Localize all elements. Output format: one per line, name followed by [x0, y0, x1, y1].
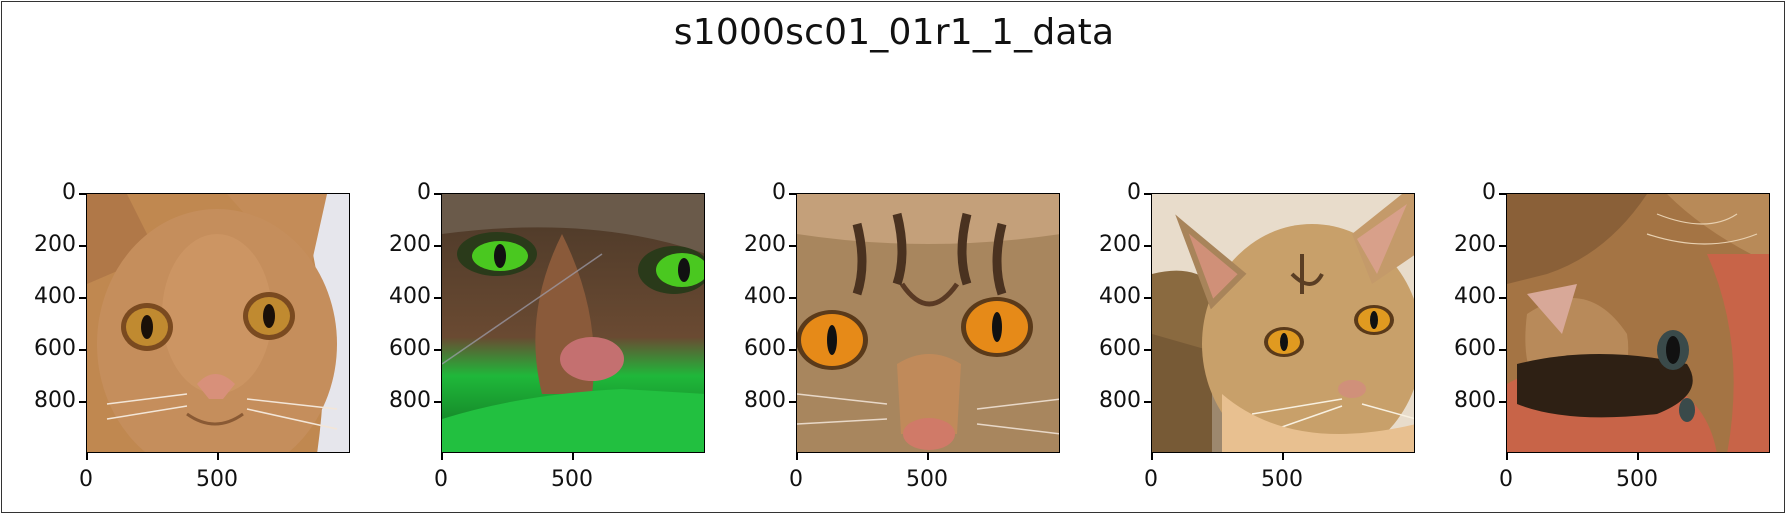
- x-tick-label: 500: [1616, 467, 1658, 492]
- cat-image-1: [87, 194, 349, 452]
- cat-image-3: [797, 194, 1059, 452]
- y-tick: [1499, 401, 1506, 403]
- y-tick: [434, 401, 441, 403]
- image-axes: [1151, 193, 1415, 453]
- y-tick: [789, 297, 796, 299]
- x-tick: [572, 453, 574, 460]
- y-tick: [79, 349, 86, 351]
- x-tick-label: 0: [1499, 467, 1513, 492]
- y-tick: [1499, 349, 1506, 351]
- y-tick: [1144, 349, 1151, 351]
- cat-image-2: [442, 194, 704, 452]
- x-tick: [1151, 453, 1153, 460]
- image-axes: [1506, 193, 1770, 453]
- y-tick: [1144, 193, 1151, 195]
- y-tick-label: 0: [417, 180, 431, 205]
- x-tick: [927, 453, 929, 460]
- y-tick: [434, 193, 441, 195]
- y-tick-label: 600: [1099, 336, 1141, 361]
- x-tick: [1282, 453, 1284, 460]
- y-tick: [789, 401, 796, 403]
- y-tick: [789, 193, 796, 195]
- y-tick: [434, 297, 441, 299]
- x-tick: [796, 453, 798, 460]
- y-tick-label: 800: [744, 388, 786, 413]
- y-tick: [79, 401, 86, 403]
- y-tick: [789, 245, 796, 247]
- y-tick-label: 0: [1482, 180, 1496, 205]
- y-tick: [789, 349, 796, 351]
- x-tick-label: 500: [906, 467, 948, 492]
- image-panel-5: 0 200 400 600 800 0 500: [1454, 182, 1770, 491]
- x-tick: [86, 453, 88, 460]
- y-tick-label: 600: [1454, 336, 1496, 361]
- y-tick-label: 400: [744, 284, 786, 309]
- y-tick: [1499, 245, 1506, 247]
- x-tick: [441, 453, 443, 460]
- x-tick-label: 500: [196, 467, 238, 492]
- y-tick-label: 0: [1127, 180, 1141, 205]
- y-tick-label: 0: [772, 180, 786, 205]
- x-tick-label: 0: [79, 467, 93, 492]
- y-tick-label: 800: [1454, 388, 1496, 413]
- y-tick-label: 200: [34, 232, 76, 257]
- y-tick-label: 600: [389, 336, 431, 361]
- y-tick: [79, 297, 86, 299]
- y-tick-label: 800: [389, 388, 431, 413]
- image-axes: [796, 193, 1060, 453]
- y-tick-label: 800: [1099, 388, 1141, 413]
- x-tick: [1637, 453, 1639, 460]
- image-panel-1: 0 200 400 600 800 0 500: [34, 182, 350, 491]
- y-tick-label: 800: [34, 388, 76, 413]
- y-tick: [1499, 193, 1506, 195]
- y-tick: [1144, 245, 1151, 247]
- x-tick: [1506, 453, 1508, 460]
- x-tick-label: 0: [434, 467, 448, 492]
- y-tick: [434, 245, 441, 247]
- y-tick-label: 600: [744, 336, 786, 361]
- y-tick-label: 0: [62, 180, 76, 205]
- x-tick-label: 500: [1261, 467, 1303, 492]
- y-tick-label: 400: [34, 284, 76, 309]
- y-tick: [1144, 401, 1151, 403]
- y-tick: [79, 193, 86, 195]
- x-tick-label: 500: [551, 467, 593, 492]
- y-tick: [1144, 297, 1151, 299]
- y-tick-label: 600: [34, 336, 76, 361]
- cat-image-5: [1507, 194, 1769, 452]
- y-tick-label: 400: [389, 284, 431, 309]
- y-tick-label: 400: [1454, 284, 1496, 309]
- image-panel-3: 0 200 400 600 800 0 500: [744, 182, 1060, 491]
- image-axes: [86, 193, 350, 453]
- y-tick: [434, 349, 441, 351]
- x-tick: [217, 453, 219, 460]
- x-tick-label: 0: [1144, 467, 1158, 492]
- cat-image-4: [1152, 194, 1414, 452]
- x-tick-label: 0: [789, 467, 803, 492]
- y-tick-label: 200: [1454, 232, 1496, 257]
- y-tick: [79, 245, 86, 247]
- y-tick-label: 200: [744, 232, 786, 257]
- image-axes: [441, 193, 705, 453]
- y-tick-label: 200: [1099, 232, 1141, 257]
- y-tick-label: 200: [389, 232, 431, 257]
- figure-title: s1000sc01_01r1_1_data: [673, 12, 1115, 53]
- y-tick: [1499, 297, 1506, 299]
- image-panel-2: 0 200 400 600 800 0 500: [389, 182, 705, 491]
- image-panel-4: 0 200 400 600 800 0 500: [1099, 182, 1415, 491]
- y-tick-label: 400: [1099, 284, 1141, 309]
